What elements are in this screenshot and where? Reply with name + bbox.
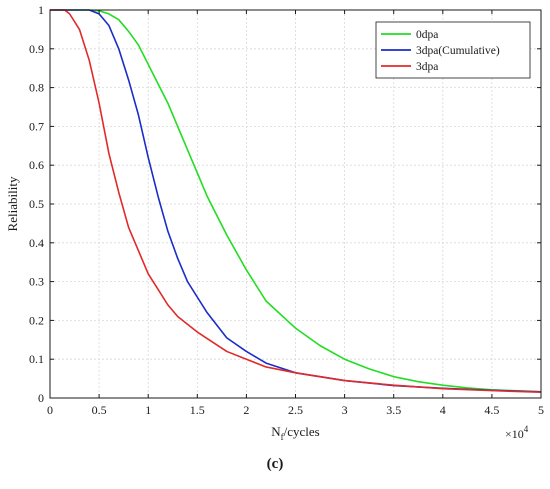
x-tick-label: 4.5 [484,403,499,417]
x-tick-label: 4 [440,403,446,417]
x-tick-label: 0 [47,403,53,417]
y-tick-label: 0.7 [29,119,44,133]
x-tick-label: 3.5 [386,403,401,417]
series-lines [50,9,542,393]
legend-label: 3dpa(Cumulative) [416,45,500,57]
x-axis-multiplier: ×104 [505,424,529,441]
x-axis-label-rest: /cycles [284,424,320,439]
x-axis-label-subscript: f [281,432,284,442]
y-axis-label: Reliability [5,176,20,231]
y-tick-label: 0.6 [29,158,44,172]
x-tick-label: 0.5 [92,403,107,417]
y-tick-label: 0.9 [29,42,44,56]
x-tick-label: 1 [145,403,151,417]
x-tick-label: 2 [243,403,249,417]
x-tick-label: 2.5 [288,403,303,417]
x-tick-label: 1.5 [190,403,205,417]
y-tick-label: 0.8 [29,81,44,95]
x-axis-multiplier-base: ×10 [505,427,524,441]
series-line-0dpa [50,9,542,393]
x-axis-multiplier-exponent: 4 [524,424,529,434]
y-tick-label: 1 [38,3,44,17]
x-tick-label: 3 [342,403,348,417]
panel-label: (c) [267,456,284,472]
y-tick-label: 0.4 [29,236,44,250]
y-tick-label: 0.3 [29,275,44,289]
legend: 0dpa 3dpa(Cumulative) 3dpa [375,21,531,79]
x-tick-label: 5 [538,403,544,417]
legend-label: 3dpa [416,61,438,73]
x-axis-label-base: N [271,424,281,439]
series-line-3dpa [50,9,542,393]
y-tick-label: 0 [38,391,44,405]
x-axis-label: Nf/cycles [271,424,319,442]
y-tick-label: 0.2 [29,313,44,327]
axis-ticks: 0 0.5 1 1.5 2 2.5 3 3.5 4 4.5 5 0 0.1 0.2 0.3 0.4 0.5 0.6… [29,3,544,417]
legend-label: 0dpa [416,29,438,41]
y-tick-label: 0.1 [29,352,44,366]
y-tick-label: 0.5 [29,197,44,211]
